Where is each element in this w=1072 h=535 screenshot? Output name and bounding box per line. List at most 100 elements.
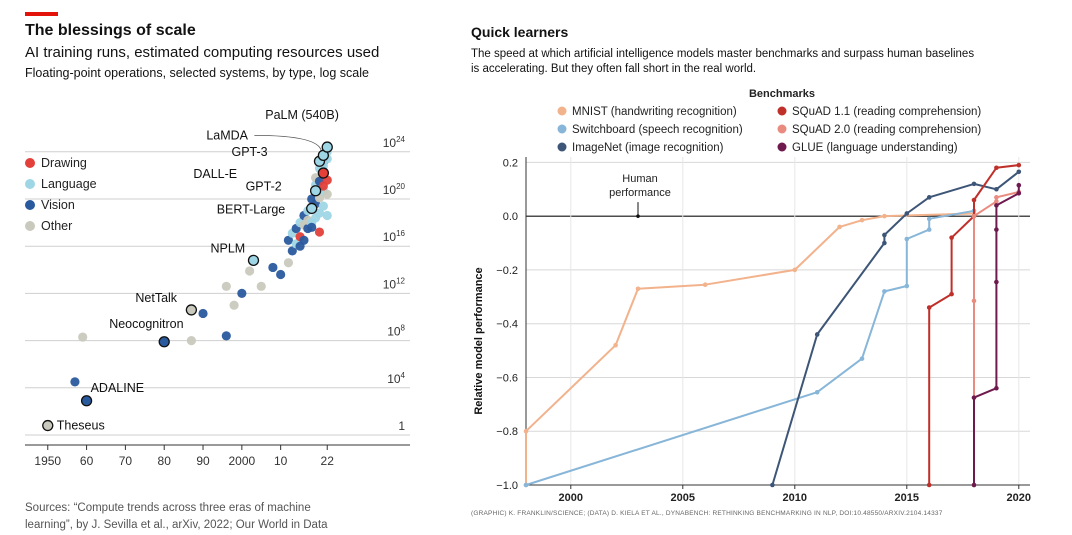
x-tick-label: 1950 (34, 454, 61, 468)
series-point-mnist-handwriting-recognition (859, 217, 865, 223)
series-line-imagenet-image-recognition (771, 171, 1020, 486)
y-tick-label: 1012 (383, 276, 406, 291)
data-point (276, 269, 286, 280)
compute-scatter-chart: 1024 1020 1016 1012 108 104 1 1950 60 70 80 90 2000 1… (25, 108, 410, 468)
series-point-glue-language-understanding (994, 227, 999, 232)
legend-label-drawing: Drawing (41, 156, 87, 170)
x-tick-label: 2010 (783, 492, 807, 502)
annotation-line-1: Human (622, 173, 657, 185)
data-point (78, 332, 88, 342)
point-label-palm-540b: PaLM (540B) (265, 108, 339, 122)
x-tick-label: 2000 (228, 454, 255, 468)
series-point-glue-language-understanding (1016, 182, 1022, 188)
data-point (245, 266, 255, 276)
legend-label-mnist-handwriting-recognition: MNIST (handwriting recognition) (572, 106, 737, 118)
left-panel: The blessings of scale AI training runs,… (0, 0, 440, 535)
leader-line (254, 134, 322, 152)
data-point (299, 235, 309, 245)
legend-dot-drawing (25, 158, 35, 168)
series-point-squad-1-1-reading-comprehension (1016, 162, 1022, 168)
data-point (283, 258, 294, 268)
series-point-mnist-handwriting-recognition (613, 342, 618, 348)
legend-label-vision: Vision (41, 198, 75, 212)
data-point (318, 201, 328, 211)
highlight-point-neocognitron (158, 336, 170, 348)
legend-label-squad-2-0-reading-comprehension: SQuAD 2.0 (reading comprehension) (792, 124, 981, 136)
y-tick-label: 1020 (383, 182, 406, 197)
series-line-glue-language-understanding (973, 185, 1020, 485)
y-tick-label: −0.8 (496, 426, 518, 438)
series-point-mnist-handwriting-recognition (882, 213, 887, 219)
y-tick-label: 104 (387, 371, 405, 386)
series-point-imagenet-image-recognition (770, 482, 775, 488)
series-point-switchboard-speech-recognition (859, 356, 865, 361)
left-chart-subtitle: AI training runs, estimated computing re… (25, 44, 380, 61)
series-point-imagenet-image-recognition (882, 232, 887, 238)
data-point (221, 281, 231, 291)
series-point-imagenet-image-recognition (971, 181, 977, 187)
x-tick-label: 2020 (1007, 492, 1031, 502)
series-point-switchboard-speech-recognition (904, 283, 910, 289)
legend-dot-language (25, 179, 35, 189)
x-tick-label: 2000 (559, 492, 583, 502)
highlight-point-theseus (42, 419, 54, 432)
legend-label-glue-language-understanding: GLUE (language understanding) (792, 142, 958, 154)
series-point-switchboard-speech-recognition (926, 216, 932, 222)
benchmark-line-chart: Benchmarks MNIST (handwriting recognition… (473, 88, 1031, 502)
series-point-imagenet-image-recognition (994, 186, 999, 192)
graphic-credit: (GRAPHIC) K. FRANKLIN/SCIENCE; (DATA) D.… (471, 510, 943, 517)
series-point-glue-language-understanding (971, 482, 977, 488)
legend-dot-squad-1-1-reading-comprehension (777, 106, 787, 116)
x-tick-label: 70 (119, 454, 133, 468)
legend-label-switchboard-speech-recognition: Switchboard (speech recognition) (572, 124, 743, 136)
data-point (198, 308, 208, 319)
data-point (283, 235, 294, 245)
y-tick-label: −0.4 (496, 319, 518, 331)
series-line-squad-2-0-reading-comprehension (973, 191, 1020, 485)
legend-label-language: Language (41, 177, 97, 191)
series-point-glue-language-understanding (1016, 190, 1022, 196)
left-chart-title: The blessings of scale (25, 22, 196, 39)
y-tick-label: 0.2 (503, 157, 518, 169)
y-tick-label: 1 (398, 419, 405, 433)
right-chart-subtitle: The speed at which artificial intelligen… (471, 47, 1071, 77)
legend-dot-switchboard-speech-recognition (557, 124, 567, 134)
series-point-glue-language-understanding (994, 385, 999, 391)
y-tick-label: 1016 (383, 229, 406, 244)
data-point (314, 208, 325, 218)
highlight-point-nplm (247, 254, 260, 267)
legend-dot-glue-language-understanding (777, 142, 787, 152)
series-point-squad-2-0-reading-comprehension (971, 298, 977, 304)
highlight-point-adaline (80, 395, 93, 407)
x-tick-label: 10 (274, 454, 288, 468)
data-point (322, 189, 332, 199)
series-point-mnist-handwriting-recognition (702, 282, 708, 288)
point-label-gpt-2: GPT-2 (246, 180, 282, 194)
series-point-switchboard-speech-recognition (904, 236, 910, 242)
series-point-glue-language-understanding (971, 395, 977, 400)
point-label-nplm: NPLM (210, 241, 245, 255)
right-panel: Quick learners The speed at which artifi… (455, 0, 1072, 535)
series-point-imagenet-image-recognition (882, 240, 887, 246)
series-point-mnist-handwriting-recognition (523, 428, 529, 434)
legend-label-other: Other (41, 219, 72, 233)
x-tick-label: 80 (158, 454, 172, 468)
data-point (221, 331, 231, 341)
highlight-point-bert-large (306, 202, 318, 215)
data-point (314, 227, 325, 237)
data-point (186, 336, 196, 346)
series-point-imagenet-image-recognition (814, 332, 820, 337)
series-point-squad-1-1-reading-comprehension (926, 305, 932, 310)
point-label-adaline: ADALINE (91, 381, 145, 395)
series-point-glue-language-understanding (994, 279, 999, 285)
highlight-point-gpt-2 (309, 185, 322, 197)
source-line-1: Sources: “Compute trends across three er… (25, 502, 311, 514)
legend-label-imagenet-image-recognition: ImageNet (image recognition) (572, 142, 724, 154)
data-point (307, 222, 317, 232)
data-point (237, 288, 247, 298)
series-point-squad-1-1-reading-comprehension (971, 197, 977, 203)
point-label-bert-large: BERT-Large (217, 202, 286, 216)
point-label-neocognitron: Neocognitron (109, 317, 183, 331)
series-point-switchboard-speech-recognition (882, 289, 887, 294)
data-point (70, 377, 80, 387)
